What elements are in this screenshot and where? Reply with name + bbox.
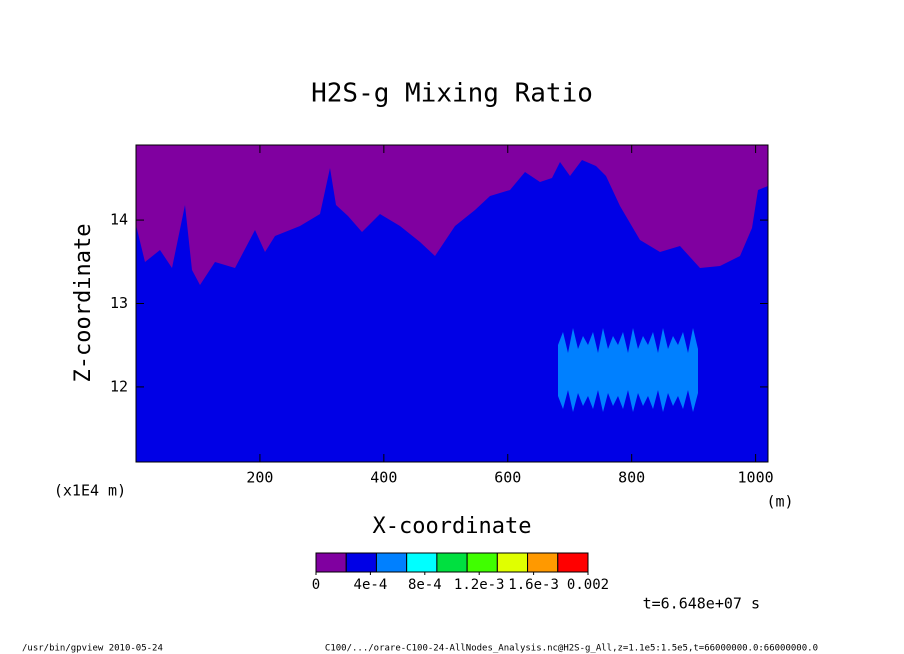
colorbar-box [345, 552, 377, 573]
x-tick-label: 200 [246, 469, 273, 487]
colorbar-box [557, 552, 589, 573]
y-tick-label: 14 [110, 211, 128, 229]
colorbar-label: 4e-4 [354, 577, 388, 593]
colorbar-box [466, 552, 498, 573]
x-axis-label: X-coordinate [373, 514, 532, 539]
colorbar-label: 0 [312, 577, 320, 593]
footer-left: /usr/bin/gpview 2010-05-24 [22, 644, 163, 654]
colorbar-box [406, 552, 438, 573]
colorbar-label: 1.6e-3 [508, 577, 559, 593]
colorbar-label: 8e-4 [408, 577, 442, 593]
colorbar-label: 0.002 [567, 577, 609, 593]
colorbar-box [527, 552, 559, 573]
y-tick-label: 13 [110, 294, 128, 312]
x-tick-label: 1000 [738, 469, 774, 487]
x-tick-label: 600 [494, 469, 521, 487]
y-tick-label: 12 [110, 377, 128, 395]
y-axis-label: Z-coordinate [71, 224, 96, 383]
x-tick-label: 800 [618, 469, 645, 487]
chart-title: H2S-g Mixing Ratio [311, 79, 593, 109]
contour-region [558, 328, 698, 412]
colorbar-box [315, 552, 347, 573]
colorbar-box [375, 552, 408, 573]
x-unit: (m) [766, 493, 793, 511]
time-label: t=6.648e+07 s [643, 595, 760, 613]
colorbar-box [436, 552, 468, 573]
footer-right: C100/.../orare-C100-24-AllNodes_Analysis… [325, 644, 818, 654]
colorbar-box [496, 552, 529, 573]
y-unit: (x1E4 m) [54, 482, 126, 500]
x-tick-label: 400 [370, 469, 397, 487]
colorbar-label: 1.2e-3 [454, 577, 505, 593]
